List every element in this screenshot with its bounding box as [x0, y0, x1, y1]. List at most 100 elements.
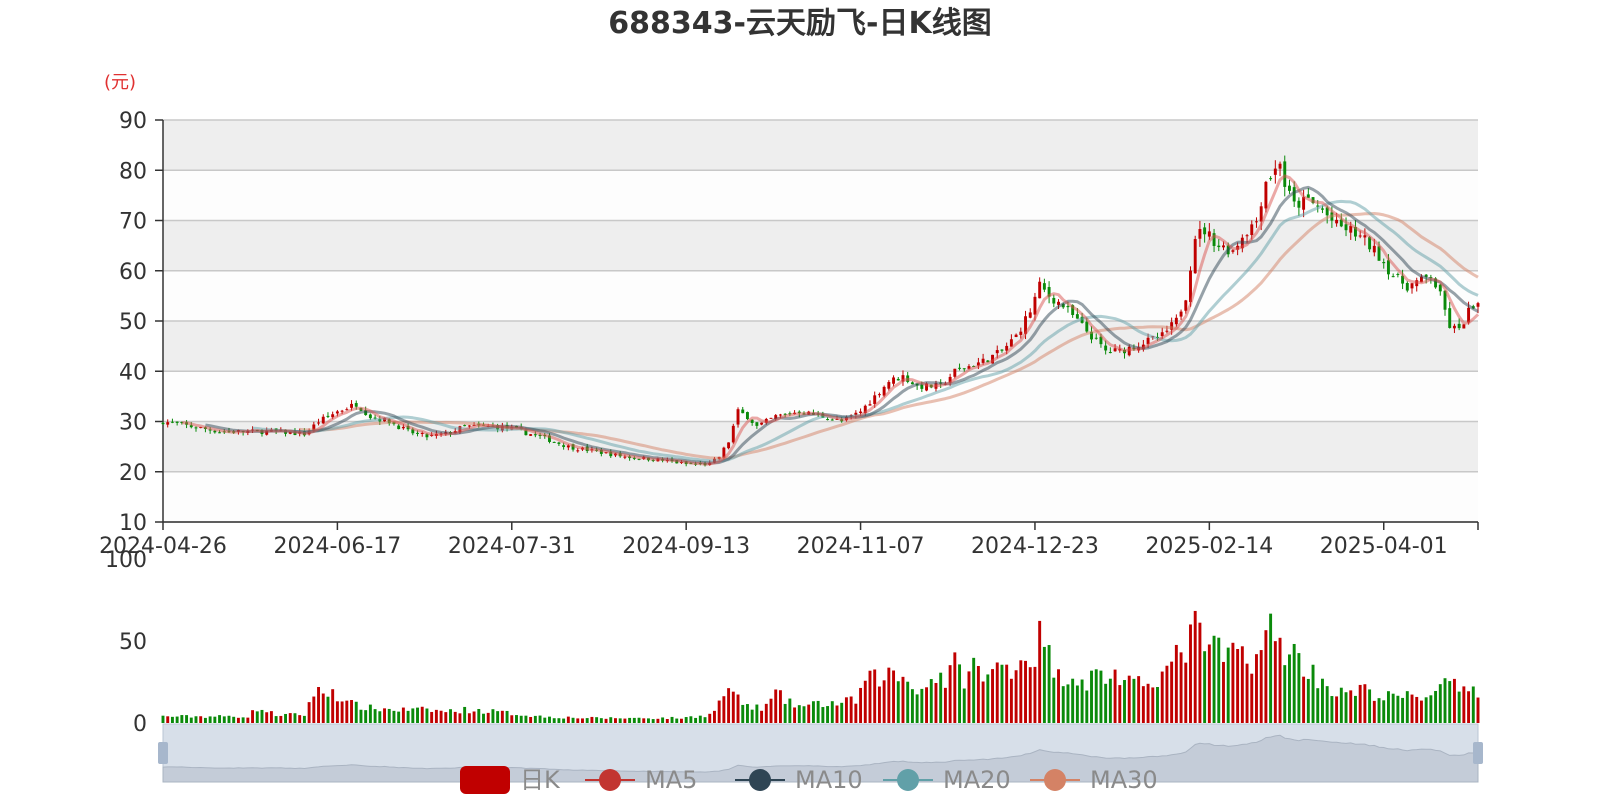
candle-body: [416, 432, 419, 434]
volume-bar: [288, 713, 292, 723]
volume-bar: [1019, 660, 1023, 723]
candle-body: [1094, 337, 1098, 339]
candle-body: [967, 366, 971, 369]
candle-body: [1052, 297, 1056, 304]
volume-bar: [1028, 667, 1032, 723]
volume-bar: [1014, 670, 1018, 723]
candle-body: [312, 424, 316, 431]
volume-bar: [656, 718, 660, 723]
volume-bar: [538, 715, 542, 723]
volume-bar: [373, 709, 377, 723]
price-y-axis-ticks: 10 20 30 40 50 60 70 80 90: [119, 109, 164, 536]
legend-label: 日K: [520, 766, 561, 794]
volume-bar: [1207, 644, 1211, 723]
volume-bar: [232, 716, 236, 723]
volume-bar: [684, 717, 688, 723]
volume-bar: [1203, 651, 1207, 723]
legend-marker: [599, 769, 621, 791]
volume-y-tick-label: 50: [119, 630, 147, 655]
candle-body: [1405, 283, 1409, 291]
candle-body: [350, 403, 353, 408]
volume-bar: [920, 688, 924, 723]
volume-bar: [1240, 646, 1244, 723]
candle-body: [529, 434, 533, 436]
candle-body: [1179, 311, 1183, 317]
candle-body: [1457, 323, 1461, 329]
candle-body: [1090, 331, 1093, 340]
candle-body: [760, 422, 764, 425]
candle-body: [524, 429, 528, 436]
candle-body: [778, 414, 782, 416]
candle-body: [420, 432, 424, 434]
candle-body: [166, 422, 170, 425]
volume-bar: [778, 690, 782, 723]
chart-title: 688343-云天励飞-日K线图: [608, 6, 991, 41]
candle-body: [533, 434, 537, 436]
volume-bar: [802, 706, 806, 723]
volume-bar: [350, 700, 353, 723]
candle-body: [1255, 221, 1258, 223]
price-y-tick-label: 10: [119, 511, 147, 536]
volume-bar: [1113, 669, 1117, 723]
candle-body: [1212, 233, 1216, 246]
volume-bar: [482, 713, 485, 723]
volume-bar: [1457, 691, 1461, 723]
volume-bar: [934, 682, 938, 723]
volume-bar: [1184, 662, 1188, 723]
volume-bar: [255, 711, 259, 723]
data-zoom-left-handle[interactable]: [158, 742, 168, 764]
volume-bar: [185, 715, 189, 723]
candle-body: [368, 414, 372, 419]
price-band: [163, 270, 1478, 321]
volume-bar: [642, 718, 646, 723]
legend-marker: [1044, 769, 1066, 791]
candle-body: [958, 367, 962, 369]
price-y-tick-label: 70: [119, 210, 147, 235]
volume-bar: [1467, 691, 1471, 723]
volume-bar: [1127, 675, 1131, 723]
volume-bar: [1325, 686, 1329, 723]
candle-body: [1217, 245, 1221, 248]
candle-body: [882, 386, 886, 396]
volume-bar: [180, 715, 184, 723]
volume-bar: [387, 708, 391, 723]
volume-bar: [948, 665, 952, 723]
volume-bar: [764, 703, 768, 723]
volume-bar: [745, 704, 749, 723]
candle-body: [1184, 300, 1188, 311]
volume-bar: [533, 715, 537, 723]
candle-body: [1391, 276, 1395, 278]
candle-body: [863, 405, 867, 414]
volume-bar: [826, 706, 830, 723]
volume-bar: [477, 708, 481, 723]
candle-body: [910, 382, 914, 385]
volume-bar: [670, 716, 674, 723]
candle-body: [1250, 224, 1254, 235]
volume-bar: [576, 718, 580, 723]
volume-bar: [1151, 687, 1155, 723]
volume-bar: [1123, 680, 1126, 723]
candle-body: [1344, 224, 1348, 231]
volume-bar: [1443, 678, 1447, 723]
candle-body: [1075, 314, 1079, 319]
candle-body: [1448, 308, 1452, 328]
volume-bar: [161, 715, 165, 723]
volume-bar: [1075, 685, 1079, 723]
volume-bar: [1255, 654, 1258, 723]
volume-bar: [581, 718, 584, 723]
candle-body: [562, 445, 566, 447]
candle-body: [1028, 312, 1032, 318]
price-y-tick-label: 50: [119, 310, 147, 335]
volume-bar: [712, 710, 716, 723]
volume-bar: [703, 717, 707, 723]
candle-body: [538, 435, 542, 437]
candle-body: [1382, 262, 1386, 264]
volume-bar: [1396, 695, 1400, 723]
data-zoom-right-handle[interactable]: [1473, 742, 1483, 764]
volume-bar: [995, 662, 999, 723]
volume-bar: [774, 689, 778, 723]
candle-body: [161, 422, 165, 425]
candle-body: [948, 376, 952, 383]
candle-body: [1066, 306, 1070, 308]
volume-bar: [1038, 620, 1042, 723]
